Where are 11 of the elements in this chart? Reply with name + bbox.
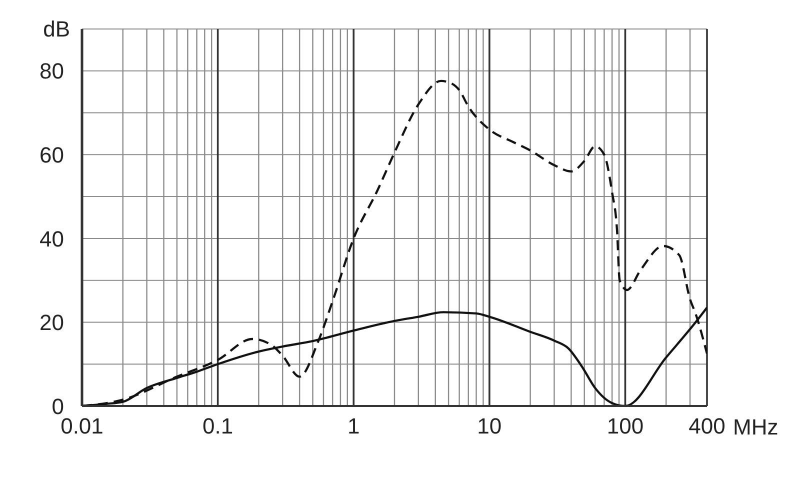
x-tick-label: 400: [688, 414, 726, 439]
x-tick-label: 100: [606, 414, 644, 439]
x-tick-label: 10: [477, 414, 502, 439]
y-tick-label: 40: [40, 226, 64, 252]
x-tick-label: 1: [347, 414, 360, 439]
y-tick-label: 20: [40, 310, 64, 336]
x-axis-title: MHz: [733, 414, 778, 440]
y-tick-label: 80: [40, 58, 64, 84]
x-tick-label: 0.1: [202, 414, 234, 439]
y-tick-label: 60: [40, 142, 64, 168]
y-axis-title: dB: [43, 16, 70, 42]
